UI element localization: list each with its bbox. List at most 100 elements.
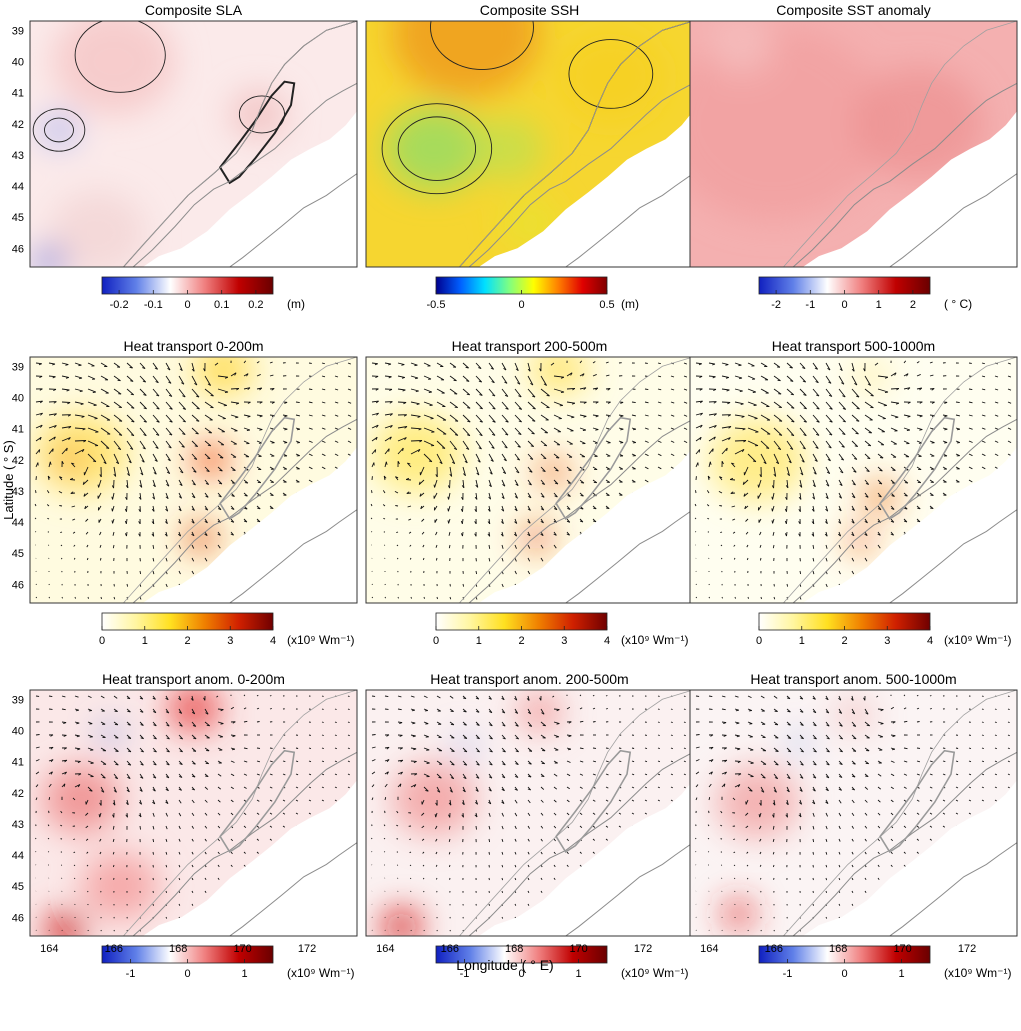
vector-arrow: [761, 597, 762, 599]
vector-arrow: [684, 722, 686, 723]
vector-arrowhead: [257, 508, 260, 509]
vector-arrow: [735, 441, 746, 442]
vector-arrow: [423, 878, 424, 879]
vector-arrow: [372, 584, 373, 585]
colorbar-units: (x10⁹ Wm⁻¹): [944, 633, 1011, 647]
vector-arrow: [1008, 722, 1010, 723]
vector-arrowhead: [431, 418, 434, 419]
panel-8: [366, 690, 693, 943]
vector-arrow: [982, 722, 984, 723]
lon-tick-label: 168: [169, 943, 187, 955]
vector-arrow: [35, 532, 36, 533]
colorbar-tick-label: 0: [433, 635, 439, 647]
lon-tick-label: 172: [634, 943, 652, 955]
vector-arrow: [153, 852, 154, 855]
field-blob: [392, 763, 476, 836]
vector-arrowhead: [375, 450, 376, 453]
panel-field: [366, 690, 693, 943]
vector-arrow: [335, 735, 337, 736]
vector-arrowhead: [415, 378, 418, 379]
colorbar-tick-label: 0: [841, 968, 847, 980]
vector-arrow: [74, 558, 75, 560]
vector-arrow: [696, 490, 697, 493]
field-blob: [661, 26, 887, 222]
vector-arrowhead: [412, 710, 415, 711]
lat-tick-label: 45: [12, 881, 24, 893]
vector-arrowhead: [221, 724, 224, 725]
vector-arrowhead: [568, 470, 571, 471]
vector-arrow: [398, 597, 399, 598]
vector-arrow: [1008, 696, 1010, 697]
vector-arrow: [995, 722, 997, 723]
vector-arrow: [722, 402, 730, 403]
vector-arrowhead: [547, 395, 550, 396]
vector-arrow: [335, 722, 337, 723]
vector-arrow: [969, 389, 972, 390]
vector-arrow: [696, 851, 697, 852]
field-blob: [535, 457, 570, 488]
vector-arrow: [36, 597, 37, 598]
vector-arrow: [348, 722, 350, 723]
lon-tick-label: 170: [569, 943, 587, 955]
vector-arrow: [75, 597, 76, 599]
vector-arrowhead: [529, 751, 532, 752]
panel-3: [661, 18, 1017, 267]
vector-arrow: [384, 838, 385, 839]
vector-arrow: [956, 402, 960, 403]
vector-arrow: [748, 597, 749, 599]
vector-arrow: [153, 904, 154, 906]
vector-arrowhead: [543, 725, 546, 726]
vector-arrow: [813, 852, 814, 855]
colorbar-tick-label: 4: [927, 635, 933, 647]
vector-arrowhead: [131, 394, 134, 395]
vector-arrow: [709, 696, 712, 697]
vector-arrow: [995, 709, 997, 710]
lon-tick-label: 164: [700, 943, 718, 955]
vector-arrowhead: [853, 751, 856, 752]
vector-arrowhead: [699, 450, 700, 453]
vector-arrowhead: [713, 449, 714, 452]
panel-field: [690, 690, 1021, 936]
colorbar-tick-label: -1: [126, 968, 136, 980]
panel-field: [30, 344, 357, 603]
vector-arrowhead: [98, 485, 99, 488]
lat-tick-label: 43: [12, 819, 24, 831]
colorbar-tick-label: 4: [270, 635, 276, 647]
field-blob: [846, 528, 875, 553]
field-blob: [382, 910, 421, 944]
panel-title: Heat transport 0-200m: [123, 338, 263, 354]
colorbar-tick-label: 0: [756, 635, 762, 647]
vector-arrowhead: [434, 485, 435, 488]
lat-tick-label: 45: [12, 548, 24, 560]
vector-arrowhead: [245, 483, 248, 484]
vector-arrow: [270, 696, 271, 697]
vector-arrowhead: [112, 508, 113, 511]
vector-arrow: [476, 571, 477, 574]
vector-arrow: [411, 597, 412, 599]
vector-arrow: [502, 917, 503, 919]
vector-arrow: [606, 696, 607, 697]
vector-arrowhead: [759, 814, 760, 817]
vector-arrow: [100, 558, 101, 561]
vector-arrowhead: [568, 749, 571, 750]
vector-arrow: [982, 748, 984, 749]
panel-title: Heat transport 200-500m: [452, 338, 608, 354]
vector-arrowhead: [581, 483, 584, 484]
vector-arrow: [257, 722, 260, 723]
lon-tick-label: 164: [40, 943, 58, 955]
panel-title: Heat transport anom. 0-200m: [102, 671, 285, 687]
colorbar-tick-label: -0.2: [110, 299, 129, 311]
lat-tick-label: 42: [12, 119, 24, 131]
lon-tick-label: 172: [298, 943, 316, 955]
colorbar-units: (m): [621, 297, 639, 311]
panel-9: [690, 690, 1021, 936]
vector-arrow: [747, 878, 748, 879]
vector-arrowhead: [544, 445, 547, 446]
vector-arrow: [113, 865, 114, 867]
vector-arrowhead: [907, 430, 910, 431]
colorbar-tick-label: 0.2: [248, 299, 263, 311]
